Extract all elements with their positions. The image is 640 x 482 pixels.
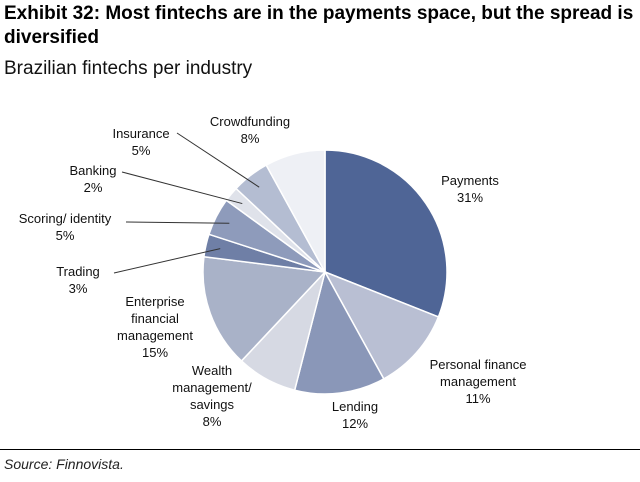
value-label: 12% bbox=[341, 416, 369, 431]
value-label: 2% bbox=[83, 180, 103, 195]
divider bbox=[0, 449, 640, 450]
slice-label: Wealth management/ savings 8% bbox=[157, 362, 267, 430]
pie-slice bbox=[324, 149, 448, 318]
chart-subtitle: Brazilian fintechs per industry bbox=[4, 58, 253, 79]
leader-line bbox=[113, 248, 221, 274]
pie-slice bbox=[323, 270, 440, 380]
value-label: 8% bbox=[240, 131, 260, 146]
leader-line bbox=[176, 132, 260, 188]
slice-label: Enterprise financial management 15% bbox=[100, 293, 210, 361]
slice-label: Payments 31% bbox=[410, 172, 530, 206]
value-label: 5% bbox=[55, 228, 75, 243]
slice-label: Insurance 5% bbox=[101, 125, 181, 159]
category-label: Personal finance management bbox=[429, 357, 527, 389]
pie-slice bbox=[293, 269, 385, 395]
slice-label: Trading 3% bbox=[38, 263, 118, 297]
category-label: Crowdfunding bbox=[209, 114, 291, 129]
category-label: Enterprise financial management bbox=[117, 294, 193, 343]
category-label: Trading bbox=[56, 264, 100, 279]
value-label: 3% bbox=[68, 281, 88, 296]
slice-label: Personal finance management 11% bbox=[418, 356, 538, 407]
value-label: 11% bbox=[465, 391, 491, 406]
pie-slice bbox=[265, 149, 326, 273]
category-label: Payments bbox=[441, 173, 499, 188]
slice-label: Banking 2% bbox=[53, 162, 133, 196]
category-label: Scoring/ identity bbox=[18, 211, 112, 226]
category-label: Lending bbox=[331, 399, 379, 414]
leader-line bbox=[125, 221, 230, 224]
value-label: 31% bbox=[456, 190, 484, 205]
category-label: Wealth management/ savings bbox=[172, 363, 252, 412]
category-label: Banking bbox=[69, 163, 117, 178]
leader-line bbox=[121, 171, 243, 205]
slice-label: Scoring/ identity 5% bbox=[0, 210, 130, 244]
slice-label: Lending 12% bbox=[310, 398, 400, 432]
slice-label: Crowdfunding 8% bbox=[190, 113, 310, 147]
value-label: 5% bbox=[131, 143, 151, 158]
pie-slice bbox=[202, 255, 327, 362]
value-label: 8% bbox=[202, 414, 222, 429]
category-label: Insurance bbox=[112, 126, 170, 141]
source-note: Source: Finnovista. bbox=[4, 456, 124, 472]
chart-title: Exhibit 32: Most fintechs are in the pay… bbox=[4, 3, 634, 48]
value-label: 15% bbox=[141, 345, 169, 360]
